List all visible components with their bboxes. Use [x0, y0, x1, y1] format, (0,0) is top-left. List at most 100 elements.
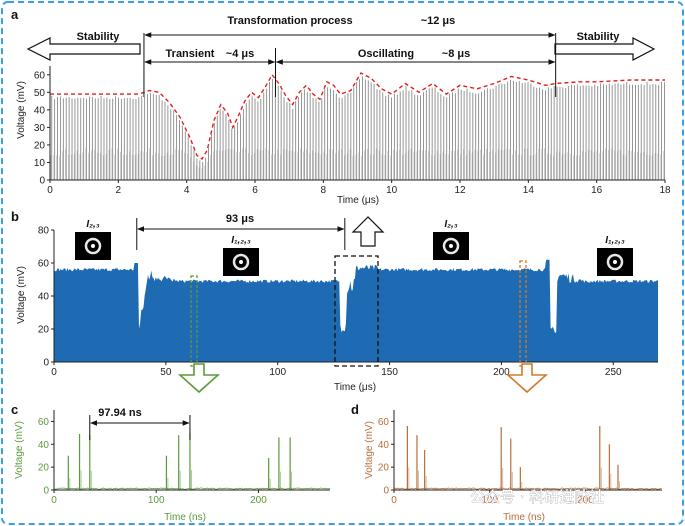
transient-label: Transient [166, 48, 215, 60]
panel-a-xtick-label: 0 [47, 185, 53, 196]
panel-d-ytick-label: 0 [383, 486, 389, 497]
transformation-label: Transformation process [227, 15, 352, 27]
stability-left-label: Stability [77, 31, 121, 43]
panel-b-ytick-label: 80 [38, 226, 50, 237]
beam-core [239, 260, 243, 264]
state-labels: I₂,₃ I₁,₂,₃ I₂,₃ I₁,₂,₃ [75, 219, 633, 276]
panel-d-chart: 0 100 200 0 20 40 60 Time (ns) Voltage (mV) [364, 410, 662, 523]
stability-right-label: Stability [577, 31, 621, 43]
interval-label-b: 93 μs [226, 213, 254, 225]
panel-d-spikes [393, 426, 662, 490]
panel-b-xtick-label: 250 [605, 367, 622, 378]
panel-d-xtick-label: 0 [391, 495, 397, 506]
down-arrow-orange [505, 363, 549, 394]
beam-core [91, 244, 95, 248]
beam-core [613, 260, 617, 264]
panel-a-xtick-label: 12 [454, 185, 466, 196]
panel-b-xtick-label: 200 [493, 367, 510, 378]
panel-b-axes: 0 50 100 150 200 250 0 20 40 60 80 [38, 226, 658, 378]
panel-a-envelope-line [50, 72, 665, 161]
state-label: I₂,₃ [444, 219, 457, 230]
panel-c-ytick-label: 20 [38, 463, 50, 474]
panel-b-ytick-label: 40 [38, 292, 50, 303]
interval-label-c: 97.94 ns [98, 407, 141, 419]
panel-label-d: d [351, 402, 359, 417]
panel-b-chart: 0 50 100 150 200 250 0 20 40 60 80 Time (μs) Volta… [16, 213, 658, 394]
panel-label-c: c [11, 402, 18, 417]
panel-a-ytick-label: 50 [34, 88, 46, 99]
panel-d-xtick-label: 200 [577, 495, 594, 506]
panel-a-xlabel: Time (μs) [337, 195, 379, 206]
panel-a-ylabel: Voltage (mV) [16, 81, 27, 139]
panel-b-xtick-label: 50 [160, 367, 172, 378]
beam-ring [442, 237, 460, 255]
panel-b-signal-area [54, 259, 658, 362]
zoom-box-orange [519, 260, 527, 367]
panel-d-baseline [393, 487, 662, 490]
panel-c-ytick-label: 60 [38, 417, 50, 428]
panel-d-xlabel: Time (ns) [503, 512, 545, 523]
beam-ring [606, 253, 624, 271]
panel-a-xtick-label: 14 [523, 185, 535, 196]
panel-a-ytick-label: 60 [34, 70, 46, 81]
watermark-text: 公众号 · 科研进阶社 [470, 488, 604, 506]
panel-a-traces [50, 76, 665, 180]
panel-d-ytick-label: 60 [378, 417, 390, 428]
panel-a-xtick-label: 8 [321, 185, 327, 196]
panel-c-xlabel: Time (ns) [164, 512, 206, 523]
panel-a-xtick-label: 18 [659, 185, 671, 196]
panel-c-xtick-label: 0 [51, 495, 57, 506]
state-label: I₁,₂,₃ [605, 235, 625, 246]
panel-a-axes: 0 2 4 6 8 10 12 14 16 18 0 10 20 30 40 50 60 [34, 66, 671, 196]
panel-d-ytick-label: 40 [378, 440, 390, 451]
state-label: I₂,₃ [86, 219, 99, 230]
panel-c-baseline [53, 487, 331, 490]
panel-b-xtick-label: 150 [381, 367, 398, 378]
panel-a-ytick-label: 10 [34, 158, 46, 169]
panel-a-xtick-label: 10 [386, 185, 398, 196]
up-arrow [351, 216, 385, 247]
beam-ring [232, 253, 250, 271]
stability-right-arrow [554, 37, 656, 61]
panel-b-ytick-label: 20 [38, 325, 50, 336]
panel-b-ylabel: Voltage (mV) [16, 266, 27, 324]
state-label: I₁,₂,₃ [231, 235, 251, 246]
beam-ring [84, 237, 102, 255]
zoom-box-green [190, 275, 198, 367]
panel-c-ytick-label: 40 [38, 440, 50, 451]
panel-d-xtick-label: 100 [481, 495, 498, 506]
oscillating-label: Oscillating [358, 48, 414, 60]
panel-d-ylabel: Voltage (mV) [364, 421, 375, 479]
oscillating-duration: ~8 μs [442, 48, 470, 60]
panel-a-xtick-label: 6 [252, 185, 258, 196]
panel-a-ytick-label: 30 [34, 123, 46, 134]
panel-a-ytick-label: 0 [39, 176, 45, 187]
panel-c-xtick-label: 200 [250, 495, 267, 506]
panel-label-a: a [11, 7, 19, 22]
panel-b-xlabel: Time (μs) [334, 382, 376, 393]
panel-c-spikes [53, 432, 331, 490]
transformation-duration: ~12 μs [421, 15, 456, 27]
panel-c-ylabel: Voltage (mV) [14, 421, 25, 479]
panel-c-chart: 0 100 200 0 20 40 60 Time (ns) Voltage (mV) 97… [14, 407, 331, 523]
beam-core [449, 244, 453, 248]
down-arrow-green [177, 363, 221, 394]
panel-c-xtick-label: 100 [148, 495, 165, 506]
panel-a-chart: 0 2 4 6 8 10 12 14 16 18 0 10 20 30 40 50 60 Time (μs) V… [16, 15, 671, 206]
stability-left-arrow [26, 37, 141, 61]
panel-a-xtick-label: 4 [184, 185, 190, 196]
panel-a-xtick-label: 16 [591, 185, 603, 196]
panel-b-ytick-label: 0 [43, 358, 49, 369]
panel-d-axes: 0 100 200 0 20 40 60 [378, 410, 662, 506]
panel-b-ytick-label: 60 [38, 259, 50, 270]
panel-a-ytick-label: 40 [34, 105, 46, 116]
panel-a-xtick-label: 2 [116, 185, 122, 196]
panel-b-xtick-label: 0 [51, 367, 57, 378]
panel-c-ytick-label: 0 [43, 486, 49, 497]
panel-b-xtick-label: 100 [269, 367, 286, 378]
panel-c-axes: 0 100 200 0 20 40 60 [38, 410, 330, 506]
panel-d-ytick-label: 20 [378, 463, 390, 474]
panel-a-annotations: Stability Stability Transformation proce… [26, 15, 656, 97]
